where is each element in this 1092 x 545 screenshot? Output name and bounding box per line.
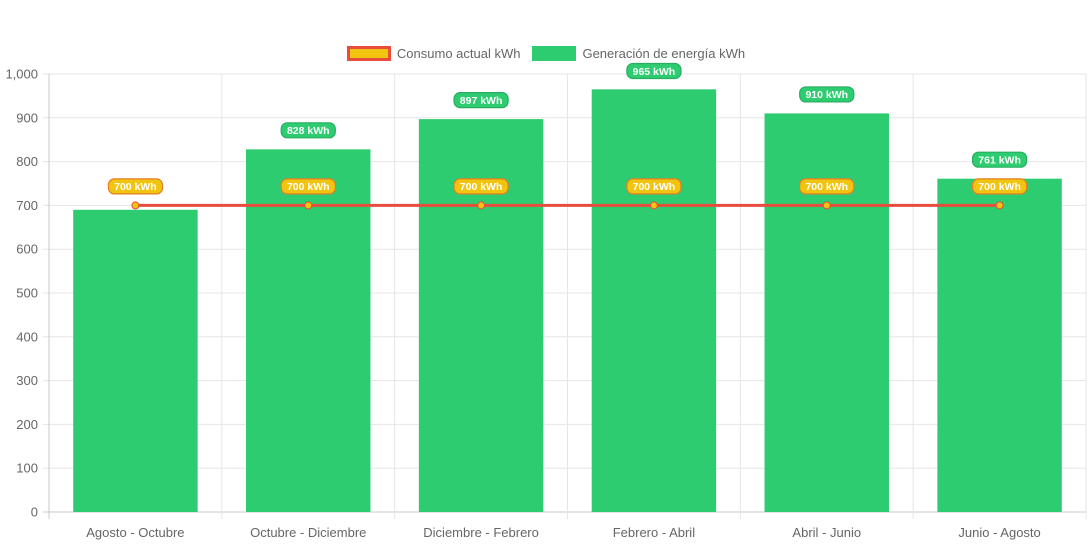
data-label-consumo: 700 kWh [799, 178, 855, 195]
y-tick-label: 500 [16, 286, 38, 301]
data-label-generacion-bg [280, 122, 336, 139]
data-label-consumo-bg [626, 178, 682, 195]
bar-series-generacion [73, 89, 1062, 513]
legend-swatch-consumo [346, 46, 391, 61]
data-label-consumo-bg [280, 178, 336, 195]
y-tick-label: 900 [16, 110, 38, 125]
legend-swatch-generacion [532, 46, 577, 61]
data-label-generacion-text: 965 kWh [633, 66, 676, 78]
data-label-consumo-text: 700 kWh [978, 181, 1021, 193]
data-label-consumo-text: 700 kWh [460, 181, 503, 193]
y-tick-label: 600 [16, 242, 38, 257]
point-consumo [822, 201, 831, 210]
data-label-generacion: 910 kWh [799, 86, 855, 103]
x-tick-label: Diciembre - Febrero [423, 525, 539, 540]
data-label-consumo-text: 700 kWh [287, 181, 330, 193]
data-label-generacion-bg [799, 86, 855, 103]
data-label-generacion: 965 kWh [626, 62, 682, 80]
x-tick-label: Junio - Agosto [958, 525, 1040, 540]
data-label-consumo-text: 700 kWh [114, 181, 157, 193]
point-consumo [649, 201, 658, 210]
data-label-generacion-text: 910 kWh [805, 89, 848, 101]
x-tick-label: Agosto - Octubre [86, 525, 184, 540]
data-label-generacion: 761 kWh [971, 151, 1028, 168]
y-tick-label: 100 [16, 461, 38, 476]
data-label-generacion-bg [453, 92, 509, 109]
legend-item-consumo[interactable]: Consumo actual kWh [346, 46, 521, 61]
grid-lines [43, 73, 1087, 519]
y-tick-label: 700 [16, 198, 38, 213]
data-label-generacion-text: 828 kWh [287, 125, 330, 137]
chart-legend: Consumo actual kWh Generación de energía… [0, 46, 1092, 61]
data-label-consumo: 700 kWh [971, 178, 1028, 195]
data-label-consumo-bg [799, 178, 855, 195]
data-label-generacion: 897 kWh [453, 92, 509, 109]
point-consumo [304, 201, 313, 210]
bar-generacion [246, 149, 371, 512]
legend-label-consumo: Consumo actual kWh [396, 46, 521, 61]
bar-generacion [937, 178, 1062, 512]
data-label-consumo-bg [971, 178, 1028, 195]
point-consumo [477, 201, 486, 210]
data-label-generacion-bg [971, 151, 1028, 168]
data-label-generacion-text: 897 kWh [460, 95, 503, 107]
data-label-generacion: 828 kWh [280, 122, 336, 139]
data-label-consumo-bg [107, 178, 164, 195]
x-tick-label: Abril - Junio [792, 525, 861, 540]
legend-label-generacion: Generación de energía kWh [582, 46, 746, 61]
y-tick-label: 0 [31, 505, 38, 520]
bar-generacion [418, 119, 544, 512]
data-label-generacion-text: 761 kWh [978, 154, 1021, 166]
data-label-consumo-bg [453, 178, 509, 195]
data-label-consumo: 700 kWh [453, 178, 509, 195]
y-tick-label: 300 [16, 373, 38, 388]
data-label-generacion-bg [626, 62, 682, 80]
x-tick-label: Febrero - Abril [613, 525, 695, 540]
bar-generacion [764, 113, 889, 513]
bar-generacion [591, 89, 717, 512]
y-tick-label: 400 [16, 329, 38, 344]
data-label-consumo: 700 kWh [280, 178, 336, 195]
data-label-consumo: 700 kWh [107, 178, 164, 195]
data-label-consumo-text: 700 kWh [805, 181, 848, 193]
legend-item-generacion[interactable]: Generación de energía kWh [532, 46, 745, 61]
y-tick-label: 800 [16, 154, 38, 169]
data-label-consumo-text: 700 kWh [633, 181, 676, 193]
data-label-consumo: 700 kWh [626, 178, 682, 195]
bar-generacion [73, 209, 198, 512]
y-tick-label: 200 [16, 417, 38, 432]
y-tick-label: 1,000 [5, 67, 38, 82]
point-consumo [131, 201, 140, 210]
point-consumo [995, 201, 1004, 210]
x-tick-label: Octubre - Diciembre [250, 525, 366, 540]
